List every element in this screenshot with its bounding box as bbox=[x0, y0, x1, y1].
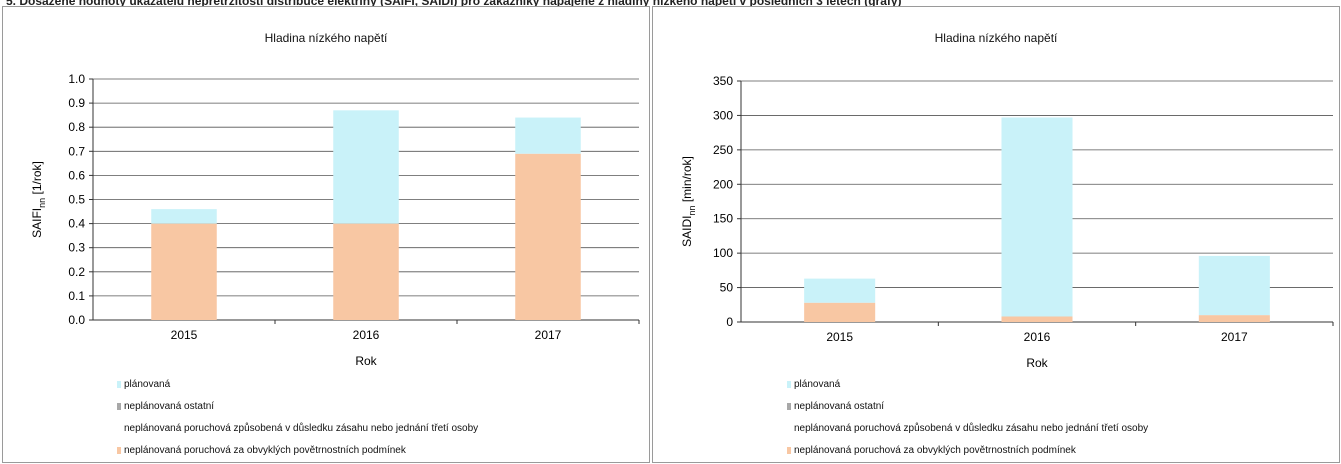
bar-planned-2016 bbox=[1001, 117, 1073, 317]
legend-label-unplanned-other: neplánovaná ostatní bbox=[124, 400, 215, 412]
y-axis-label: SAIFInn [1/rok] bbox=[30, 161, 47, 238]
y-tick-label: 100 bbox=[713, 246, 733, 260]
y-tick-label: 0.2 bbox=[68, 265, 85, 279]
legend-item-weather: neplánovaná poruchová za obvyklých povět… bbox=[117, 439, 478, 461]
y-tick-label: 0.3 bbox=[68, 241, 85, 255]
saidi-legend: plánovaná neplánovaná ostatní neplánovan… bbox=[787, 373, 1148, 461]
legend-swatch-unplanned-other bbox=[787, 402, 791, 410]
legend-label-planned: plánovaná bbox=[124, 378, 171, 390]
y-axis-label-unit: [min/rok] bbox=[680, 156, 694, 205]
y-axis-label-unit: [1/rok] bbox=[30, 161, 44, 198]
y-tick-label: 0.7 bbox=[68, 144, 85, 158]
legend-swatch-weather bbox=[117, 446, 121, 454]
x-tick-label: 2016 bbox=[1024, 330, 1051, 344]
y-axis-label-sub: nn bbox=[37, 198, 47, 208]
x-axis-label: Rok bbox=[355, 354, 377, 368]
legend-swatch-planned bbox=[117, 380, 121, 388]
legend-item-planned: plánovaná bbox=[117, 373, 478, 395]
legend-label-weather: neplánovaná poruchová za obvyklých povět… bbox=[124, 444, 406, 456]
saidi-chart: 0 50 100 150 200 250 300 350 2015 2016 2017 Rok SAID… bbox=[680, 74, 1334, 370]
legend-label-third-party: neplánovaná poruchová způsobená v důsled… bbox=[794, 422, 1149, 434]
legend-swatch-third-party bbox=[117, 424, 121, 432]
y-tick-label: 0 bbox=[726, 315, 733, 329]
legend-label-third-party: neplánovaná poruchová způsobená v důsled… bbox=[124, 422, 479, 434]
y-tick-label: 300 bbox=[713, 108, 733, 122]
bar-planned-2017 bbox=[515, 117, 581, 154]
bar-planned-2015 bbox=[151, 209, 217, 224]
y-tick-label: 0.8 bbox=[68, 120, 85, 134]
bar-planned-2016 bbox=[333, 110, 399, 224]
y-tick-label: 0.5 bbox=[68, 193, 85, 207]
legend-item-unplanned-other: neplánovaná ostatní bbox=[787, 395, 1148, 417]
bar-planned-2015 bbox=[804, 278, 876, 303]
y-axis-label-sub: nn bbox=[687, 205, 697, 215]
bar-weather-2016 bbox=[1001, 316, 1073, 322]
y-tick-label: 0.9 bbox=[68, 96, 85, 110]
legend-swatch-weather bbox=[787, 446, 791, 454]
x-tick-label: 2017 bbox=[1221, 330, 1248, 344]
legend-item-weather: neplánovaná poruchová za obvyklých povět… bbox=[787, 439, 1148, 461]
y-tick-label: 0.0 bbox=[68, 313, 85, 327]
y-tick-label: 50 bbox=[720, 281, 734, 295]
saidi-chart-panel: Hladina nízkého napětí 0 50 100 150 200 250 30… bbox=[652, 6, 1340, 463]
legend-item-unplanned-other: neplánovaná ostatní bbox=[117, 395, 478, 417]
y-tick-label: 150 bbox=[713, 212, 733, 226]
x-tick-label: 2015 bbox=[171, 328, 198, 342]
bar-planned-2017 bbox=[1198, 255, 1270, 316]
legend-item-third-party: neplánovaná poruchová způsobená v důsled… bbox=[117, 417, 478, 439]
legend-label-unplanned-other: neplánovaná ostatní bbox=[794, 400, 885, 412]
legend-swatch-unplanned-other bbox=[117, 402, 121, 410]
legend-label-planned: plánovaná bbox=[794, 378, 841, 390]
y-tick-label: 1.0 bbox=[68, 72, 85, 86]
bar-weather-2015 bbox=[151, 223, 217, 320]
legend-label-weather: neplánovaná poruchová za obvyklých povět… bbox=[794, 444, 1076, 456]
y-tick-label: 0.6 bbox=[68, 168, 85, 182]
x-tick-label: 2015 bbox=[826, 330, 853, 344]
y-tick-label: 0.4 bbox=[68, 217, 85, 231]
saifi-chart-title: Hladina nízkého napětí bbox=[264, 31, 388, 45]
y-tick-label: 250 bbox=[713, 143, 733, 157]
legend-item-planned: plánovaná bbox=[787, 373, 1148, 395]
legend-item-third-party: neplánovaná poruchová způsobená v důsled… bbox=[787, 417, 1148, 439]
bar-weather-2016 bbox=[333, 223, 399, 320]
bar-weather-2017 bbox=[1198, 315, 1270, 322]
saidi-chart-title: Hladina nízkého napětí bbox=[934, 31, 1058, 45]
saifi-chart: 0.0 0.1 0.2 0.3 0.4 0.5 0.6 0.7 0.8 0.9 1.0 2015 201… bbox=[30, 72, 640, 368]
y-tick-label: 0.1 bbox=[68, 289, 85, 303]
bar-weather-2017 bbox=[515, 153, 581, 320]
x-tick-label: 2016 bbox=[353, 328, 380, 342]
bar-weather-2015 bbox=[804, 302, 876, 322]
figure-caption: 5. Dosažené hodnoty ukazatelů nepřetržit… bbox=[6, 0, 902, 8]
y-tick-label: 350 bbox=[713, 74, 733, 88]
x-tick-label: 2017 bbox=[535, 328, 562, 342]
y-axis-label: SAIDInn [min/rok] bbox=[680, 156, 697, 247]
x-axis-label: Rok bbox=[1026, 356, 1048, 370]
saifi-chart-panel: Hladina nízkého napětí 0.0 0.1 0.2 0.3 0.4 0.… bbox=[2, 6, 650, 463]
y-axis-label-main: SAIDI bbox=[680, 216, 694, 247]
legend-swatch-planned bbox=[787, 380, 791, 388]
y-axis-label-main: SAIFI bbox=[30, 208, 44, 238]
legend-swatch-third-party bbox=[787, 424, 791, 432]
y-tick-label: 200 bbox=[713, 177, 733, 191]
saifi-legend: plánovaná neplánovaná ostatní neplánovan… bbox=[117, 373, 478, 461]
